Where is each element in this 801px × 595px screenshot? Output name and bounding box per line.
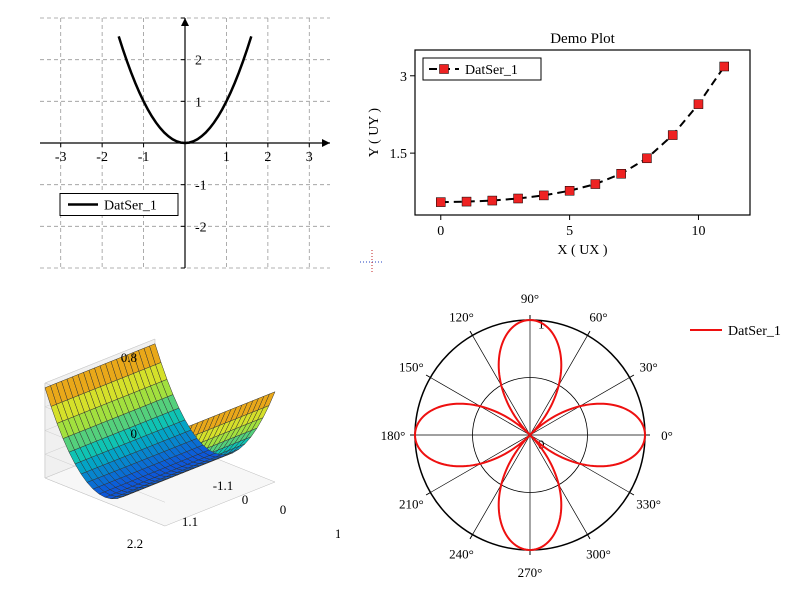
series-marker bbox=[565, 186, 574, 195]
series-marker bbox=[436, 198, 445, 207]
x-tick-label: -2 bbox=[96, 150, 108, 165]
angle-label: 270° bbox=[518, 565, 543, 580]
angle-label: 0° bbox=[661, 428, 673, 443]
y-tick-label: -2 bbox=[195, 220, 207, 235]
x-tick-label: 3 bbox=[306, 150, 313, 165]
angle-label: 30° bbox=[640, 360, 658, 375]
angle-label: 210° bbox=[399, 497, 424, 512]
legend-label: DatSer_1 bbox=[728, 324, 781, 339]
surface-3d-chart: 0 0.8 0 1.1 2.2 -1.1 0 1.1 bbox=[10, 305, 340, 585]
plot-title: Demo Plot bbox=[550, 31, 615, 47]
series-marker bbox=[462, 197, 471, 206]
x-tick-label: 0 bbox=[437, 224, 444, 239]
y-tick-label: 3 bbox=[400, 70, 407, 85]
demo-plot-chart: 0 5 10 1.5 3 Demo Plot X ( UX ) Y ( UY ) DatSer_… bbox=[360, 25, 770, 260]
legend-label: DatSer_1 bbox=[465, 63, 518, 78]
series-marker bbox=[539, 191, 548, 200]
angle-label: 120° bbox=[449, 309, 474, 324]
y-axis-label: Y ( UY ) bbox=[367, 108, 382, 157]
x-tick-label: 10 bbox=[691, 224, 705, 239]
x-tick-label: -1 bbox=[138, 150, 150, 165]
z-tick-label: 0.8 bbox=[121, 350, 137, 365]
y-tick-label: 0 bbox=[280, 502, 287, 517]
series-marker bbox=[642, 154, 651, 163]
x-tick-label: -3 bbox=[55, 150, 67, 165]
series-marker bbox=[488, 196, 497, 205]
y-tick-label: 1.1 bbox=[335, 526, 340, 541]
angle-label: 180° bbox=[381, 428, 406, 443]
series-marker bbox=[591, 180, 600, 189]
z-tick-label: 0 bbox=[131, 426, 138, 441]
polar-chart: 0° 30° 60° 90° 120° 150° 180° 210° 240° 270° 300° 3… bbox=[370, 270, 800, 590]
y-tick-label: 1.5 bbox=[390, 147, 408, 162]
angle-label: 240° bbox=[449, 547, 474, 562]
series-marker bbox=[720, 62, 729, 71]
angle-label: 330° bbox=[636, 497, 661, 512]
x-tick-label: 2.2 bbox=[127, 536, 143, 551]
series-marker bbox=[668, 131, 677, 140]
parabola-chart: -3 -2 -1 1 2 3 -2 -1 1 2 DatSer_1 bbox=[10, 8, 350, 288]
legend-label: DatSer_1 bbox=[104, 199, 157, 214]
series-marker bbox=[694, 100, 703, 109]
x-tick-label: 2 bbox=[264, 150, 271, 165]
y-tick-label: -1 bbox=[195, 179, 207, 194]
angle-label: 60° bbox=[589, 309, 607, 324]
series-marker bbox=[617, 169, 626, 178]
series-marker bbox=[514, 194, 523, 203]
x-tick-label: 0 bbox=[242, 492, 249, 507]
x-axis-label: X ( UX ) bbox=[557, 243, 607, 258]
x-tick-label: 1.1 bbox=[182, 514, 198, 529]
x-tick-label: 5 bbox=[566, 224, 573, 239]
angle-label: 150° bbox=[399, 360, 424, 375]
series-line bbox=[441, 67, 724, 203]
angle-label: 300° bbox=[586, 547, 611, 562]
y-tick-label: -1.1 bbox=[213, 478, 234, 493]
y-tick-label: 1 bbox=[195, 95, 202, 110]
y-tick-label: 2 bbox=[195, 54, 202, 69]
x-tick-label: 1 bbox=[223, 150, 230, 165]
angle-label: 90° bbox=[521, 291, 539, 306]
